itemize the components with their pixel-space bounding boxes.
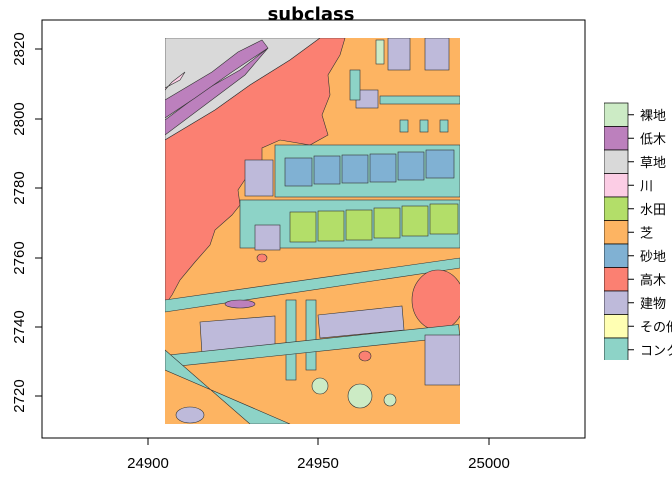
land-cover-map	[165, 38, 460, 424]
legend-swatch	[604, 290, 629, 315]
legend-swatch	[604, 220, 629, 245]
bare-circle-3	[383, 393, 397, 407]
legend-swatch	[604, 149, 629, 174]
x-axis: 24900 24950 25000	[127, 437, 510, 472]
legend-label: 低木	[640, 132, 666, 147]
building-top-1	[387, 38, 411, 71]
bare-circle-2	[311, 377, 329, 395]
legend-label: その他	[640, 320, 672, 335]
y-tick-label: 2820	[11, 32, 28, 65]
y-tick-label: 2780	[11, 171, 28, 204]
legend-swatch	[604, 102, 629, 127]
legend-label: 裸地	[640, 109, 666, 124]
shrub-band-upper	[165, 39, 269, 119]
concrete-bottom-diagonal	[165, 349, 291, 424]
legend-label: 川	[640, 179, 653, 194]
legend-swatch	[604, 126, 629, 151]
y-tick-label: 2760	[11, 241, 28, 274]
bare-top	[375, 39, 385, 65]
legend-swatch	[604, 267, 629, 292]
legend-label: 砂地	[640, 250, 666, 265]
legend-swatch	[604, 196, 629, 221]
building-top-2	[424, 38, 450, 71]
concrete-road	[165, 257, 460, 313]
tall-tree-region	[165, 38, 346, 306]
legend-label: 芝	[640, 225, 653, 241]
plot-title: subclass	[268, 4, 355, 25]
legend-swatch	[604, 243, 629, 268]
tall-tree-right	[411, 269, 460, 331]
legend-label: 高木	[640, 272, 666, 288]
x-tick-label: 24950	[297, 455, 339, 472]
x-tick-label: 25000	[468, 455, 510, 472]
y-tick-label: 2720	[11, 379, 28, 412]
legend-swatch	[604, 173, 629, 198]
building-left-mid	[244, 159, 274, 197]
y-axis: 2720 2740 2760 2780 2800 2820	[11, 32, 43, 413]
y-tick-label: 2740	[11, 310, 28, 343]
river-region	[165, 71, 186, 91]
building-bottom-right	[424, 334, 460, 386]
legend-swatch	[604, 314, 629, 339]
legend-label: 草地	[640, 156, 666, 171]
legend-swatch	[604, 337, 629, 360]
paddy-row	[289, 203, 459, 243]
legend-label: コンクリート	[640, 344, 672, 359]
legend-label: 水田	[640, 203, 666, 218]
y-tick-label: 2800	[11, 102, 28, 135]
sand-row	[284, 149, 455, 187]
legend-label: 建物	[640, 297, 666, 312]
legend: 裸地低木草地川水田芝砂地高木建物その他コンクリート	[604, 102, 672, 360]
x-tick-label: 24900	[127, 455, 169, 472]
bare-circle-1	[347, 383, 373, 409]
